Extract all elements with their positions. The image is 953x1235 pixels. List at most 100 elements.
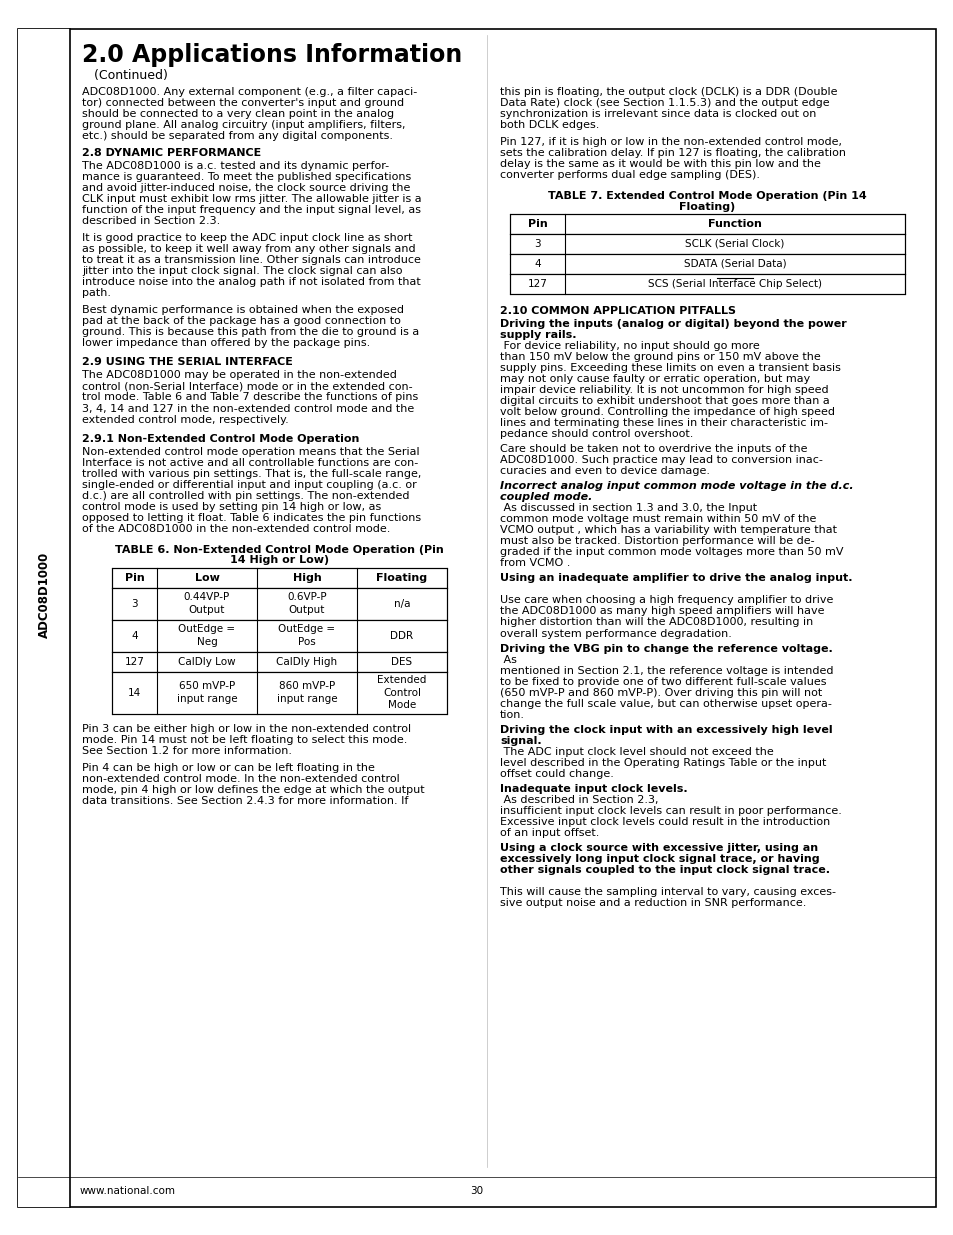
Text: 4: 4	[534, 259, 540, 269]
Text: Floating: Floating	[376, 573, 427, 583]
Text: etc.) should be separated from any digital components.: etc.) should be separated from any digit…	[82, 131, 393, 141]
Text: The ADC08D1000 may be operated in the non-extended: The ADC08D1000 may be operated in the no…	[82, 370, 396, 380]
Text: control (non-Serial Interface) mode or in the extended con-: control (non-Serial Interface) mode or i…	[82, 382, 413, 391]
Text: High: High	[293, 573, 321, 583]
Text: Using a clock source with excessive jitter, using an: Using a clock source with excessive jitt…	[499, 842, 818, 853]
Text: may not only cause faulty or erratic operation, but may: may not only cause faulty or erratic ope…	[499, 374, 809, 384]
Text: TABLE 7. Extended Control Mode Operation (Pin 14: TABLE 7. Extended Control Mode Operation…	[548, 191, 866, 201]
Text: Incorrect analog input common mode voltage in the d.c.: Incorrect analog input common mode volta…	[499, 482, 853, 492]
Text: The ADC08D1000 is a.c. tested and its dynamic perfor-: The ADC08D1000 is a.c. tested and its dy…	[82, 161, 389, 172]
Text: data transitions. See Section 2.4.3 for more information. If: data transitions. See Section 2.4.3 for …	[82, 795, 408, 805]
Text: Pin: Pin	[527, 219, 547, 228]
Text: See Section 1.2 for more information.: See Section 1.2 for more information.	[82, 746, 292, 756]
Text: mance is guaranteed. To meet the published specifications: mance is guaranteed. To meet the publish…	[82, 172, 411, 182]
Text: CalDly Low: CalDly Low	[178, 657, 235, 667]
Text: 3: 3	[132, 599, 137, 609]
Text: ADC08D1000. Such practice may lead to conversion inac-: ADC08D1000. Such practice may lead to co…	[499, 456, 822, 466]
Text: lower impedance than offered by the package pins.: lower impedance than offered by the pack…	[82, 338, 370, 348]
Text: Interface is not active and all controllable functions are con-: Interface is not active and all controll…	[82, 458, 417, 468]
Text: ADC08D1000: ADC08D1000	[37, 552, 51, 638]
Text: As: As	[499, 655, 517, 664]
Text: common mode voltage must remain within 50 mV of the: common mode voltage must remain within 5…	[499, 514, 816, 525]
Text: to treat it as a transmission line. Other signals can introduce: to treat it as a transmission line. Othe…	[82, 256, 420, 266]
Text: from VCMO .: from VCMO .	[499, 558, 570, 568]
Text: volt below ground. Controlling the impedance of high speed: volt below ground. Controlling the imped…	[499, 408, 834, 417]
Text: (Continued): (Continued)	[82, 69, 168, 82]
Text: graded if the input common mode voltages more than 50 mV: graded if the input common mode voltages…	[499, 547, 842, 557]
Text: Pin 4 can be high or low or can be left floating in the: Pin 4 can be high or low or can be left …	[82, 762, 375, 773]
Text: must also be tracked. Distortion performance will be de-: must also be tracked. Distortion perform…	[499, 536, 814, 546]
Text: This will cause the sampling interval to vary, causing exces-: This will cause the sampling interval to…	[499, 887, 835, 897]
Text: 0.44VP-P
Output: 0.44VP-P Output	[184, 593, 230, 615]
Text: should be connected to a very clean point in the analog: should be connected to a very clean poin…	[82, 109, 394, 119]
Text: 2.0 Applications Information: 2.0 Applications Information	[82, 43, 462, 67]
Text: OutEdge =
Neg: OutEdge = Neg	[178, 625, 235, 647]
Text: 2.9 USING THE SERIAL INTERFACE: 2.9 USING THE SERIAL INTERFACE	[82, 357, 293, 368]
Text: Driving the VBG pin to change the reference voltage.: Driving the VBG pin to change the refere…	[499, 643, 832, 653]
Text: jitter into the input clock signal. The clock signal can also: jitter into the input clock signal. The …	[82, 267, 402, 277]
Text: described in Section 2.3.: described in Section 2.3.	[82, 216, 220, 226]
Text: sets the calibration delay. If pin 127 is floating, the calibration: sets the calibration delay. If pin 127 i…	[499, 148, 845, 158]
Text: synchronization is irrelevant since data is clocked out on: synchronization is irrelevant since data…	[499, 109, 816, 119]
Text: mentioned in Section 2.1, the reference voltage is intended: mentioned in Section 2.1, the reference …	[499, 666, 833, 676]
Text: supply rails.: supply rails.	[499, 330, 576, 340]
Text: CalDly High: CalDly High	[276, 657, 337, 667]
Text: 127: 127	[527, 279, 547, 289]
Text: and avoid jitter-induced noise, the clock source driving the: and avoid jitter-induced noise, the cloc…	[82, 183, 410, 193]
Text: lines and terminating these lines in their characteristic im-: lines and terminating these lines in the…	[499, 419, 827, 429]
Text: function of the input frequency and the input signal level, as: function of the input frequency and the …	[82, 205, 420, 215]
Text: of the ADC08D1000 in the non-extended control mode.: of the ADC08D1000 in the non-extended co…	[82, 524, 390, 534]
Text: n/a: n/a	[394, 599, 410, 609]
Text: of an input offset.: of an input offset.	[499, 827, 598, 837]
Bar	[510, 274, 904, 294]
Text: 14 High or Low): 14 High or Low)	[230, 556, 329, 566]
Text: single-ended or differential input and input coupling (a.c. or: single-ended or differential input and i…	[82, 479, 416, 489]
Text: this pin is floating, the output clock (DCLK) is a DDR (Double: this pin is floating, the output clock (…	[499, 86, 837, 98]
Bar	[510, 254, 904, 274]
Bar	[510, 233, 904, 254]
Text: Excessive input clock levels could result in the introduction: Excessive input clock levels could resul…	[499, 816, 829, 827]
Text: level described in the Operating Ratings Table or the input: level described in the Operating Ratings…	[499, 758, 825, 768]
Text: control mode is used by setting pin 14 high or low, as: control mode is used by setting pin 14 h…	[82, 501, 381, 511]
Text: Pin 127, if it is high or low in the non-extended control mode,: Pin 127, if it is high or low in the non…	[499, 137, 841, 147]
Text: change the full scale value, but can otherwise upset opera-: change the full scale value, but can oth…	[499, 699, 831, 709]
Text: 127: 127	[125, 657, 144, 667]
Text: delay is the same as it would be with this pin low and the: delay is the same as it would be with th…	[499, 159, 820, 169]
Text: It is good practice to keep the ADC input clock line as short: It is good practice to keep the ADC inpu…	[82, 233, 412, 243]
Text: the ADC08D1000 as many high speed amplifiers will have: the ADC08D1000 as many high speed amplif…	[499, 606, 823, 616]
Text: DDR: DDR	[390, 631, 414, 641]
Text: Driving the inputs (analog or digital) beyond the power: Driving the inputs (analog or digital) b…	[499, 319, 846, 329]
Text: opposed to letting it float. Table 6 indicates the pin functions: opposed to letting it float. Table 6 ind…	[82, 513, 420, 522]
Bar	[18, 28, 70, 1207]
Text: other signals coupled to the input clock signal trace.: other signals coupled to the input clock…	[499, 864, 829, 874]
Text: Inadequate input clock levels.: Inadequate input clock levels.	[499, 784, 687, 794]
Text: 2.10 COMMON APPLICATION PITFALLS: 2.10 COMMON APPLICATION PITFALLS	[499, 306, 735, 316]
Text: trol mode. Table 6 and Table 7 describe the functions of pins: trol mode. Table 6 and Table 7 describe …	[82, 393, 417, 403]
Text: Care should be taken not to overdrive the inputs of the: Care should be taken not to overdrive th…	[499, 445, 806, 454]
Text: path.: path.	[82, 288, 111, 299]
Bar	[112, 620, 447, 652]
Text: ground. This is because this path from the die to ground is a: ground. This is because this path from t…	[82, 327, 418, 337]
Text: mode. Pin 14 must not be left floating to select this mode.: mode. Pin 14 must not be left floating t…	[82, 735, 407, 745]
Text: pad at the back of the package has a good connection to: pad at the back of the package has a goo…	[82, 316, 400, 326]
Text: as possible, to keep it well away from any other signals and: as possible, to keep it well away from a…	[82, 245, 416, 254]
Text: sive output noise and a reduction in SNR performance.: sive output noise and a reduction in SNR…	[499, 898, 805, 908]
Text: ground plane. All analog circuitry (input amplifiers, filters,: ground plane. All analog circuitry (inpu…	[82, 120, 405, 130]
Text: insufficient input clock levels can result in poor performance.: insufficient input clock levels can resu…	[499, 805, 841, 816]
Text: Floating): Floating)	[679, 201, 735, 211]
Text: supply pins. Exceeding these limits on even a transient basis: supply pins. Exceeding these limits on e…	[499, 363, 840, 373]
Text: As described in Section 2.3,: As described in Section 2.3,	[499, 795, 658, 805]
Text: 3, 4, 14 and 127 in the non-extended control mode and the: 3, 4, 14 and 127 in the non-extended con…	[82, 404, 414, 414]
Text: to be fixed to provide one of two different full-scale values: to be fixed to provide one of two differ…	[499, 677, 825, 687]
Text: curacies and even to device damage.: curacies and even to device damage.	[499, 467, 709, 477]
Text: Use care when choosing a high frequency amplifier to drive: Use care when choosing a high frequency …	[499, 595, 833, 605]
Text: As discussed in section 1.3 and 3.0, the Input: As discussed in section 1.3 and 3.0, the…	[499, 504, 757, 514]
Text: ADC08D1000. Any external component (e.g., a filter capaci-: ADC08D1000. Any external component (e.g.…	[82, 86, 416, 98]
Text: 2.9.1 Non-Extended Control Mode Operation: 2.9.1 Non-Extended Control Mode Operatio…	[82, 433, 359, 443]
Text: 3: 3	[534, 238, 540, 249]
Text: The ADC input clock level should not exceed the: The ADC input clock level should not exc…	[499, 747, 773, 757]
Text: 650 mVP-P
input range: 650 mVP-P input range	[176, 682, 237, 704]
Text: digital circuits to exhibit undershoot that goes more than a: digital circuits to exhibit undershoot t…	[499, 396, 829, 406]
Bar	[112, 672, 447, 714]
Text: trolled with various pin settings. That is, the full-scale range,: trolled with various pin settings. That …	[82, 468, 421, 479]
